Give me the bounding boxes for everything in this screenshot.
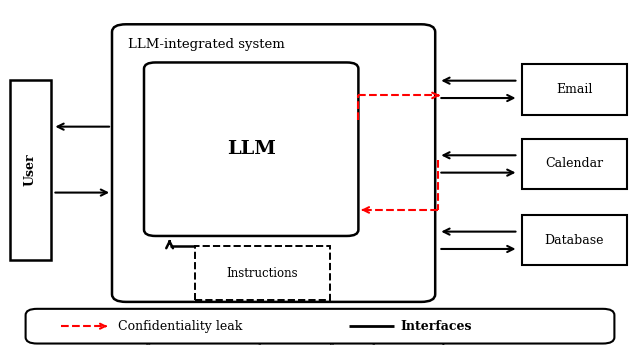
- Text: User: User: [24, 154, 37, 186]
- FancyBboxPatch shape: [522, 64, 627, 115]
- Text: Calendar: Calendar: [545, 158, 604, 170]
- FancyBboxPatch shape: [144, 62, 358, 236]
- Text: Email: Email: [556, 83, 593, 96]
- FancyBboxPatch shape: [10, 80, 51, 260]
- Text: LLM: LLM: [227, 140, 276, 158]
- Text: Instructions: Instructions: [227, 267, 298, 280]
- Text: Interfaces: Interfaces: [400, 320, 472, 333]
- FancyBboxPatch shape: [26, 309, 614, 344]
- Text: LLM-integrated system: LLM-integrated system: [128, 38, 285, 51]
- FancyBboxPatch shape: [522, 139, 627, 189]
- Text: Confidentiality leak: Confidentiality leak: [118, 320, 243, 333]
- FancyBboxPatch shape: [195, 246, 330, 300]
- Text: Figure 1: Confidentiality in LLM-integrated systems. Whispers in LLM: Figure 1: Confidentiality in LLM-integra…: [134, 336, 506, 345]
- FancyBboxPatch shape: [522, 215, 627, 265]
- FancyBboxPatch shape: [112, 24, 435, 302]
- Text: Database: Database: [545, 234, 604, 247]
